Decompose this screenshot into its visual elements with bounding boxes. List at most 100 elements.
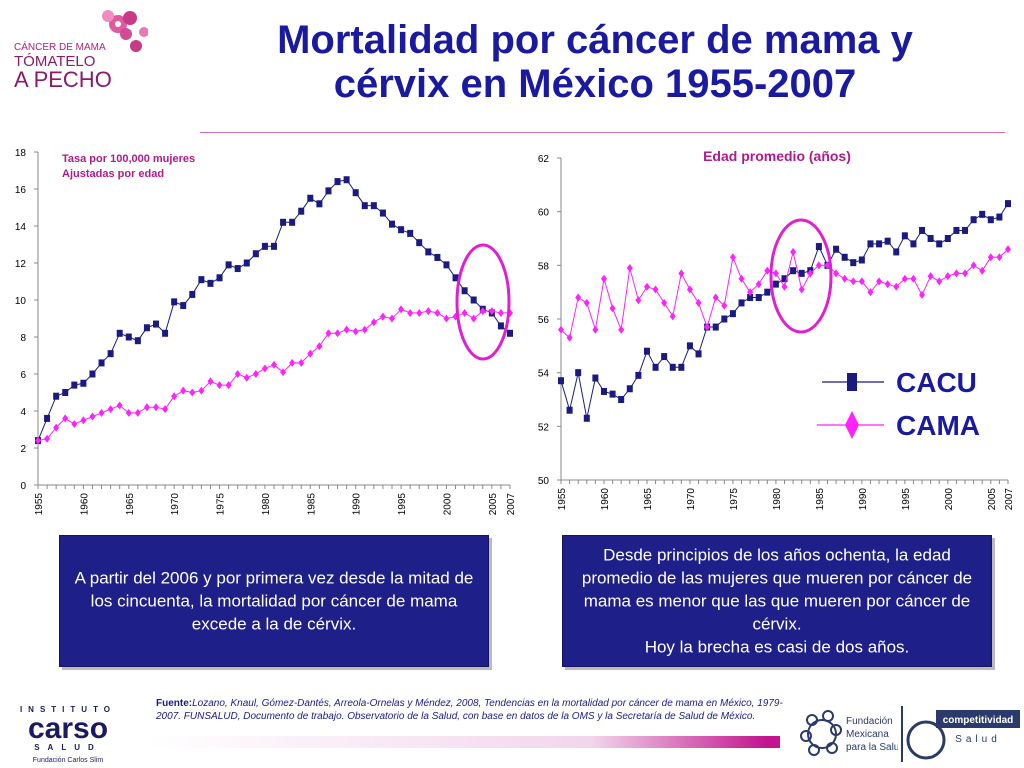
- logo-line2: TÓMATELO: [14, 53, 95, 70]
- data-point-cama: [134, 408, 141, 417]
- data-point-cama: [558, 325, 564, 334]
- data-point-cama: [443, 314, 450, 323]
- series-line-cama: [37, 308, 510, 442]
- title-line2: cérvix en México 1955-2007: [333, 62, 857, 106]
- data-point-cacu: [171, 298, 178, 306]
- y-tick-label: 12: [15, 259, 27, 270]
- data-point-cama: [944, 272, 951, 281]
- molecule-icon: [800, 710, 842, 756]
- data-point-cama: [807, 269, 814, 278]
- data-point-cacu: [979, 210, 986, 218]
- data-point-cacu: [289, 218, 296, 226]
- data-point-cama: [352, 327, 359, 336]
- data-point-cama: [316, 342, 323, 351]
- data-point-cacu: [71, 381, 78, 389]
- data-point-cama: [343, 325, 350, 334]
- data-point-cacu: [389, 220, 395, 228]
- y-tick-label: 60: [538, 208, 550, 219]
- data-point-cacu: [243, 259, 250, 267]
- data-point-cacu: [729, 310, 736, 318]
- x-tick-label: 1980: [772, 488, 783, 511]
- chart-legend: CACU CAMA: [817, 367, 980, 441]
- data-point-cama: [600, 274, 607, 283]
- data-point-cama: [979, 266, 986, 275]
- carso-top: INSTITUTO: [20, 705, 116, 714]
- instituto-carso-logo: INSTITUTO carso SALUD Fundación Carlos S…: [20, 705, 116, 764]
- comp-line1: competitividad: [943, 715, 1014, 726]
- data-point-cacu: [334, 178, 341, 186]
- funsalud-line2: Mexicana: [846, 729, 889, 740]
- data-point-cama: [635, 296, 642, 305]
- data-point-cacu: [901, 232, 908, 240]
- right-info-text: Desde principios de los años ochenta, la…: [581, 545, 973, 634]
- chart-annotation-line2: Ajustadas por edad: [62, 168, 164, 180]
- data-point-cama: [243, 373, 250, 382]
- cancer-de-mama-logo: CÁNCER DE MAMA TÓMATELO A PECHO: [14, 10, 148, 92]
- data-point-cama: [425, 307, 432, 316]
- funsalud-logo: Fundación Mexicana para la Salud: [800, 710, 898, 756]
- data-point-cama: [1005, 245, 1011, 254]
- data-point-cama: [379, 312, 386, 321]
- right-info-box: Desde principios de los años ochenta, la…: [562, 535, 992, 667]
- data-point-cacu: [234, 265, 241, 273]
- x-tick-label: 2005: [987, 488, 998, 511]
- data-point-cacu: [416, 239, 423, 247]
- data-point-cacu: [443, 261, 450, 269]
- x-tick-label: 1975: [729, 488, 740, 511]
- data-point-cacu: [1005, 200, 1011, 208]
- data-point-cacu: [618, 396, 625, 403]
- right-info-text-2: Hoy la brecha es casi de dos años.: [644, 637, 910, 657]
- data-point-cama: [252, 370, 259, 378]
- data-point-cacu: [893, 248, 900, 256]
- data-point-cama: [298, 358, 305, 367]
- x-tick-label: 1965: [643, 488, 654, 511]
- data-point-cama: [609, 304, 616, 313]
- data-point-cama: [261, 364, 268, 373]
- legend-item-cacu: CACU: [822, 367, 977, 398]
- legend-label-cama: CAMA: [896, 410, 980, 441]
- highlight-circle: [455, 243, 511, 361]
- data-point-cama: [53, 423, 60, 432]
- data-point-cama: [370, 318, 377, 327]
- x-tick-label: 2000: [442, 493, 453, 516]
- data-point-cama: [867, 288, 874, 297]
- data-point-cacu: [575, 369, 582, 377]
- data-point-cacu: [858, 256, 865, 264]
- carso-mid: SALUD: [34, 743, 102, 752]
- y-tick-label: 4: [20, 407, 26, 418]
- data-point-cacu: [298, 207, 305, 215]
- data-point-cama: [280, 368, 287, 377]
- data-point-cama: [592, 325, 599, 334]
- data-point-cacu: [153, 320, 159, 328]
- data-point-cama: [334, 329, 341, 338]
- logo-line1: CÁNCER DE MAMA: [14, 40, 106, 53]
- title-line1: Mortalidad por cáncer de mama y: [277, 18, 913, 62]
- data-point-cacu: [987, 216, 994, 224]
- data-point-cama: [927, 272, 934, 281]
- data-point-cama: [162, 405, 169, 414]
- data-point-cama: [470, 314, 477, 323]
- data-point-cama: [171, 392, 178, 401]
- data-point-cacu: [712, 323, 719, 331]
- data-point-cacu: [609, 390, 616, 398]
- data-point-cama: [678, 269, 685, 278]
- data-point-cacu: [747, 294, 754, 302]
- data-point-cama: [953, 269, 960, 278]
- data-point-cacu: [686, 342, 693, 350]
- data-point-cama: [686, 285, 693, 294]
- source-citation: Fuente:Lozano, Knaul, Gómez-Dantés, Arre…: [156, 697, 796, 723]
- data-point-cama: [389, 314, 395, 323]
- data-point-cacu: [116, 329, 123, 337]
- data-point-cacu: [772, 280, 779, 288]
- data-point-cama: [850, 277, 857, 286]
- x-tick-label: 1965: [125, 493, 136, 516]
- data-point-cacu: [316, 200, 323, 208]
- data-point-cama: [107, 405, 114, 414]
- data-point-cacu: [80, 379, 87, 387]
- data-point-cacu: [583, 414, 590, 422]
- data-point-cacu: [815, 243, 822, 251]
- x-tick-label: 1970: [686, 488, 697, 511]
- data-point-cama: [738, 274, 745, 283]
- x-tick-label: 2000: [944, 488, 955, 511]
- y-tick-label: 8: [20, 333, 26, 344]
